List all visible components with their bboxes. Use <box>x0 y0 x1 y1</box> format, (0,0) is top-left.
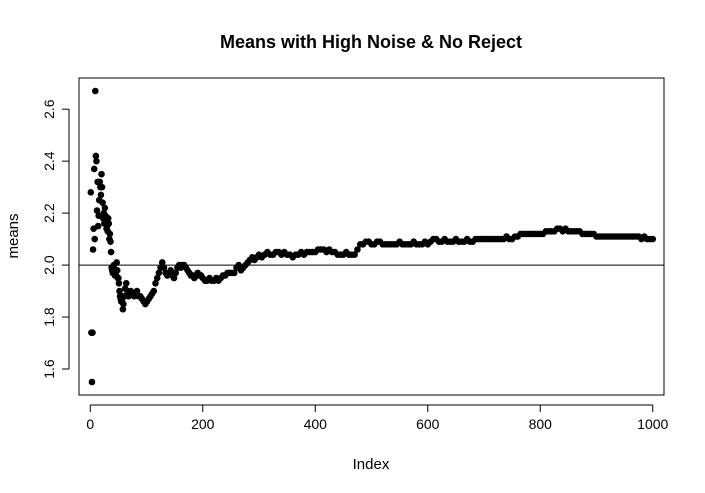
data-point <box>354 246 361 253</box>
data-point <box>101 204 109 212</box>
data-point <box>92 152 100 160</box>
y-axis: 1.6 1.8 2.0 2.2 2.4 2.6 <box>41 99 70 379</box>
data-point <box>99 199 106 207</box>
data-point <box>172 269 180 277</box>
chart-title: Means with High Noise & No Reject <box>220 32 522 52</box>
data-point <box>230 269 238 277</box>
x-tick-label: 0 <box>86 416 94 432</box>
data-point <box>113 266 121 274</box>
x-axis-label: Index <box>353 456 390 473</box>
data-point <box>155 269 163 277</box>
y-tick-label: 1.8 <box>41 307 57 327</box>
data-point <box>97 191 105 199</box>
data-point <box>92 87 99 95</box>
data-point <box>93 207 101 214</box>
plot-frame <box>78 77 665 396</box>
data-points <box>87 87 657 386</box>
data-point <box>170 274 178 282</box>
data-point <box>115 279 123 287</box>
y-tick-label: 1.6 <box>41 359 57 379</box>
data-point <box>89 329 96 336</box>
data-point <box>96 178 104 186</box>
x-tick-label: 600 <box>416 416 440 432</box>
data-point <box>150 287 158 295</box>
data-point <box>649 235 657 243</box>
plot-area <box>78 77 665 396</box>
x-tick-label: 400 <box>304 416 328 432</box>
data-point <box>90 165 98 173</box>
y-axis-label: means <box>5 213 22 258</box>
y-tick-label: 2.0 <box>41 255 57 275</box>
data-point <box>98 170 105 178</box>
data-point <box>115 274 122 282</box>
data-point <box>119 305 127 313</box>
y-tick-label: 2.4 <box>41 151 57 171</box>
data-point <box>113 259 120 266</box>
data-point <box>167 266 174 274</box>
data-point <box>106 230 114 238</box>
data-point <box>98 183 106 191</box>
y-tick-label: 2.6 <box>41 99 57 119</box>
x-axis: 0 200 400 600 800 1000 <box>86 404 669 432</box>
data-point <box>133 287 141 295</box>
data-point <box>160 264 168 271</box>
x-tick-label: 1000 <box>637 416 668 432</box>
x-tick-label: 800 <box>529 416 553 432</box>
data-point <box>107 238 114 245</box>
data-point <box>105 220 113 227</box>
data-point <box>153 274 161 282</box>
data-point <box>88 378 96 386</box>
data-point <box>120 300 127 308</box>
data-point <box>87 189 95 196</box>
data-point <box>152 279 159 287</box>
data-point <box>116 287 123 295</box>
data-point <box>158 259 166 266</box>
data-point <box>93 157 100 165</box>
data-point <box>351 251 358 258</box>
data-point <box>104 215 112 222</box>
data-point <box>94 222 102 230</box>
y-tick-label: 2.2 <box>41 203 57 223</box>
x-tick-label: 200 <box>191 416 215 432</box>
data-point <box>122 279 130 287</box>
data-point <box>89 246 97 253</box>
data-point <box>107 248 115 256</box>
data-point <box>91 235 99 243</box>
